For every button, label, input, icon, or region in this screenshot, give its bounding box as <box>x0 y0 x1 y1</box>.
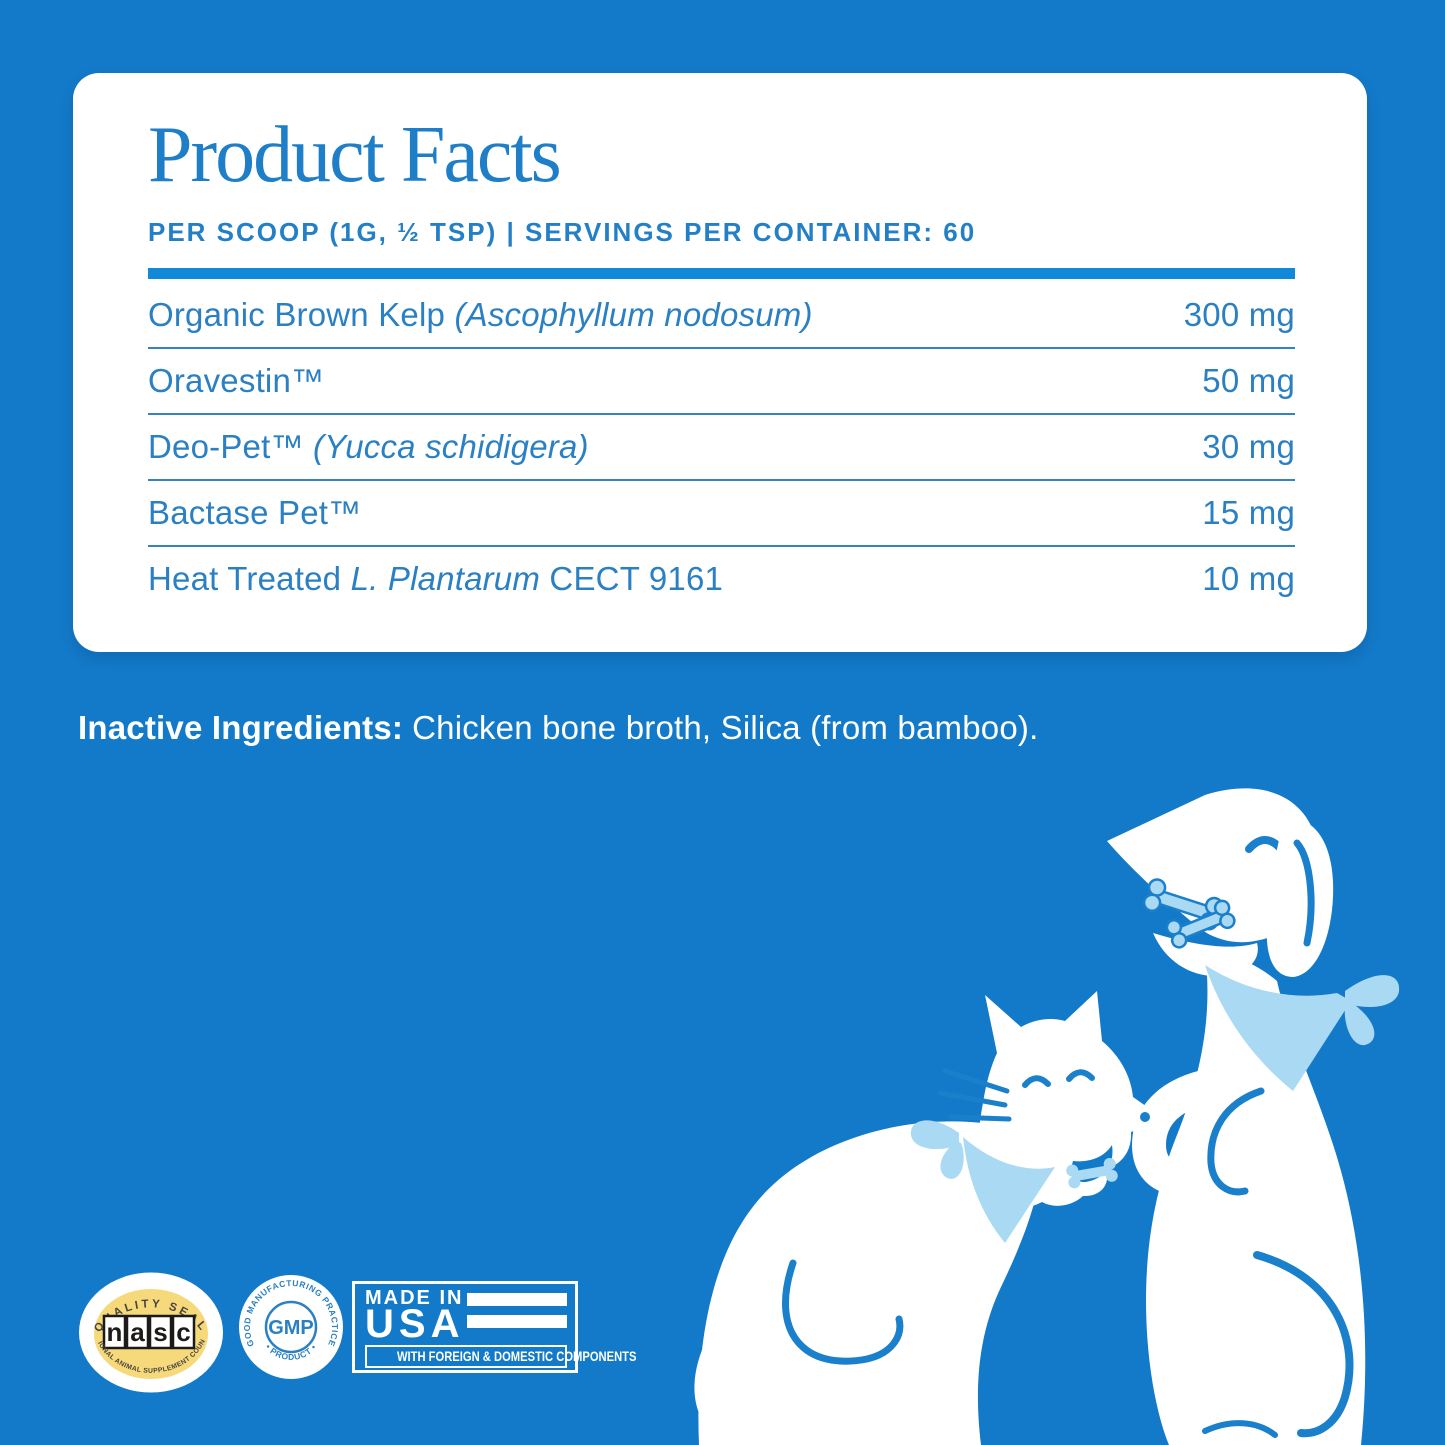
inactive-ingredients-value: Chicken bone broth, Silica (from bamboo)… <box>412 709 1039 746</box>
product-facts-title: Product Facts <box>148 111 562 199</box>
svg-text:s: s <box>153 1317 167 1347</box>
flag-stripes-icon <box>467 1289 567 1341</box>
ingredient-name: Bactase Pet™ <box>148 494 362 531</box>
bone-icon <box>1066 1157 1118 1189</box>
gmp-seal: GOOD MANUFACTURING PRACTICE • PRODUCT • … <box>239 1275 343 1379</box>
made-in-label: MADE IN <box>365 1287 464 1309</box>
ingredient-name: Heat Treated L. Plantarum CECT 9161 <box>148 560 724 597</box>
cat-illustration <box>694 991 1155 1445</box>
dog-illustration <box>1107 788 1400 1445</box>
cat-body <box>698 1121 1042 1445</box>
ingredient-amount: 15 mg <box>1202 494 1295 531</box>
dog-bandana <box>1205 965 1351 1091</box>
made-in-usa-badge: MADE IN USA WITH FOREIGN & DOMESTIC COMP… <box>352 1281 637 1373</box>
ingredient-amount: 300 mg <box>1183 296 1295 333</box>
thick-divider-rule <box>148 268 1295 279</box>
dog-foot-line <box>1202 1420 1278 1438</box>
dog-front-leg-line <box>1207 1087 1265 1196</box>
svg-text:n: n <box>107 1317 123 1347</box>
dog-bandana-knot <box>1345 975 1400 1007</box>
dog-haunch-line <box>1253 1251 1354 1438</box>
cat-bandana <box>963 1137 1055 1243</box>
usa-components-note: WITH FOREIGN & DOMESTIC COMPONENTS <box>365 1345 637 1368</box>
dog-front-leg <box>1131 1068 1230 1195</box>
ingredient-row: Oravestin™ 50 mg <box>148 349 1295 415</box>
ingredient-amount: 30 mg <box>1202 428 1295 465</box>
product-facts-card: Product Facts PER SCOOP (1G, ½ TSP) | SE… <box>73 73 1367 652</box>
dog-ear-line <box>1293 839 1315 947</box>
inactive-ingredients-label: Inactive Ingredients: <box>78 709 404 746</box>
cat-bandana-knot <box>910 1120 959 1150</box>
ingredient-row: Deo-Pet™ (Yucca schidigera) 30 mg <box>148 415 1295 481</box>
cat-nose <box>1140 1112 1150 1122</box>
ingredient-row: Heat Treated L. Plantarum CECT 9161 10 mg <box>148 547 1295 611</box>
svg-text:a: a <box>130 1317 145 1347</box>
usa-label: USA <box>365 1302 465 1346</box>
ingredient-name: Oravestin™ <box>148 362 325 399</box>
cat-haunch-line <box>782 1259 904 1365</box>
ingredient-name: Organic Brown Kelp (Ascophyllum nodosum) <box>148 296 813 333</box>
inactive-ingredients: Inactive Ingredients: Chicken bone broth,… <box>78 709 1038 747</box>
gmp-inner-ring <box>264 1300 318 1354</box>
gmp-center-text: GMP <box>268 1317 314 1339</box>
ingredients-table: Organic Brown Kelp (Ascophyllum nodosum)… <box>148 283 1295 611</box>
ingredient-name: Deo-Pet™ (Yucca schidigera) <box>148 428 589 465</box>
dog-bandana-knot <box>1344 1001 1375 1046</box>
bone-icon <box>1142 878 1236 949</box>
made-in-usa-top: MADE IN USA <box>365 1287 567 1346</box>
pets-illustration <box>694 788 1400 1445</box>
ingredient-amount: 50 mg <box>1202 362 1295 399</box>
dog-head <box>1107 788 1320 943</box>
cat-eye <box>1066 1069 1095 1082</box>
cat-eye <box>1022 1075 1051 1088</box>
ingredient-row: Organic Brown Kelp (Ascophyllum nodosum)… <box>148 283 1295 349</box>
serving-info-line: PER SCOOP (1G, ½ TSP) | SERVINGS PER CON… <box>148 217 977 247</box>
ingredient-amount: 10 mg <box>1202 560 1295 597</box>
cat-whiskers <box>937 1068 1012 1122</box>
ingredient-row: Bactase Pet™ 15 mg <box>148 481 1295 547</box>
cat-bandana-knot <box>940 1141 964 1179</box>
svg-text:c: c <box>176 1317 190 1347</box>
dog-ear <box>1266 818 1334 977</box>
